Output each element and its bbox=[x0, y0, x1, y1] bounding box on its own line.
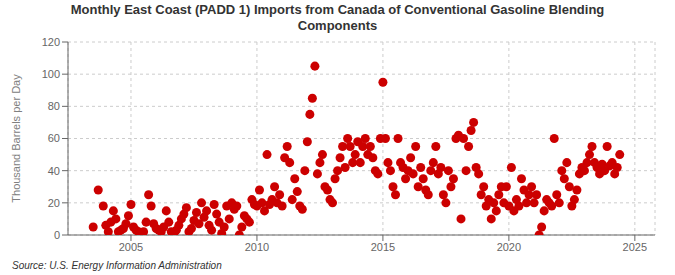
svg-text:80: 80 bbox=[48, 100, 60, 112]
svg-text:60: 60 bbox=[48, 132, 60, 144]
svg-text:120: 120 bbox=[42, 36, 60, 48]
html-text:Source: U.S. Energy Informatio: Source: U.S. Energy Information Administ… bbox=[12, 260, 222, 271]
svg-text:2025: 2025 bbox=[623, 241, 647, 253]
svg-text:2005: 2005 bbox=[119, 241, 143, 253]
svg-text:40: 40 bbox=[48, 165, 60, 177]
svg-text:0: 0 bbox=[54, 229, 60, 241]
svg-text:2015: 2015 bbox=[371, 241, 395, 253]
svg-text:20: 20 bbox=[48, 197, 60, 209]
svg-text:100: 100 bbox=[42, 68, 60, 80]
svg-text:2020: 2020 bbox=[497, 241, 521, 253]
svg-text:2010: 2010 bbox=[245, 241, 269, 253]
svg-text:Thousand Barrels per Day: Thousand Barrels per Day bbox=[10, 74, 22, 203]
html-text:Components: Components bbox=[297, 18, 378, 33]
html-text:Monthly East Coast (PADD 1) Im: Monthly East Coast (PADD 1) Imports from… bbox=[70, 2, 605, 17]
